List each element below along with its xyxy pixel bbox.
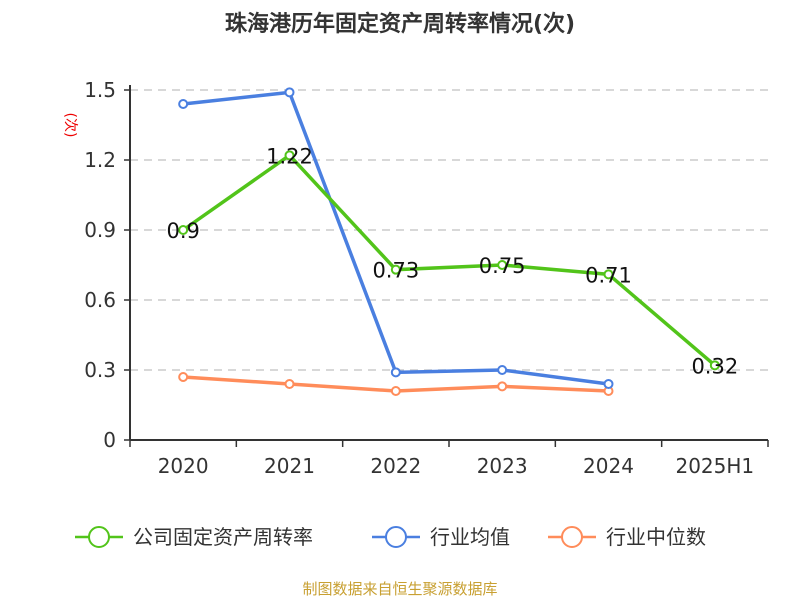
data-point xyxy=(497,260,508,270)
data-point xyxy=(497,381,508,392)
data-point xyxy=(497,365,508,375)
data-label: 1.22 xyxy=(266,144,313,168)
x-tick-label: 2022 xyxy=(370,454,421,478)
data-point xyxy=(390,264,401,275)
data-point xyxy=(284,379,295,389)
chart-title: 珠海港历年固定资产周转率情况(次) xyxy=(224,12,576,37)
x-tick-label: 2025H1 xyxy=(675,454,754,478)
data-label: 0.71 xyxy=(585,263,632,287)
data-label: 0.73 xyxy=(372,259,419,283)
legend-label: 行业均值 xyxy=(430,525,510,549)
y-tick-label: 0.9 xyxy=(84,218,116,242)
y-tick-label: 0 xyxy=(103,428,116,452)
series-line xyxy=(182,90,609,386)
data-label: 0.9 xyxy=(166,219,199,243)
y-tick-label: 1.2 xyxy=(84,148,116,172)
y-tick-label: 0.6 xyxy=(84,288,116,312)
y-tick-label: 1.5 xyxy=(84,78,116,102)
data-point xyxy=(603,269,614,280)
source-note: 制图数据来自恒生聚源数据库 xyxy=(302,580,498,598)
data-label: 0.75 xyxy=(479,254,526,278)
x-tick-label: 2020 xyxy=(158,454,209,478)
legend-label: 行业中位数 xyxy=(606,525,706,549)
x-tick-label: 2023 xyxy=(477,454,528,478)
series-line xyxy=(182,153,716,367)
y-axis-label: (次) xyxy=(62,113,78,138)
data-point xyxy=(284,87,295,98)
legend-marker xyxy=(561,526,583,548)
x-tick-label: 2021 xyxy=(264,454,315,478)
data-point xyxy=(284,150,295,161)
legend-marker xyxy=(385,526,407,548)
data-point xyxy=(390,367,401,378)
data-label: 0.32 xyxy=(691,354,738,378)
y-tick-label: 0.3 xyxy=(84,358,116,382)
data-point xyxy=(603,379,614,389)
x-tick-label: 2024 xyxy=(583,454,634,478)
data-point xyxy=(178,225,189,235)
legend-label: 公司固定资产周转率 xyxy=(133,525,313,549)
data-point xyxy=(178,99,189,109)
data-point xyxy=(178,372,189,382)
data-point xyxy=(709,360,720,371)
data-point xyxy=(390,386,401,396)
legend-marker xyxy=(88,526,110,548)
